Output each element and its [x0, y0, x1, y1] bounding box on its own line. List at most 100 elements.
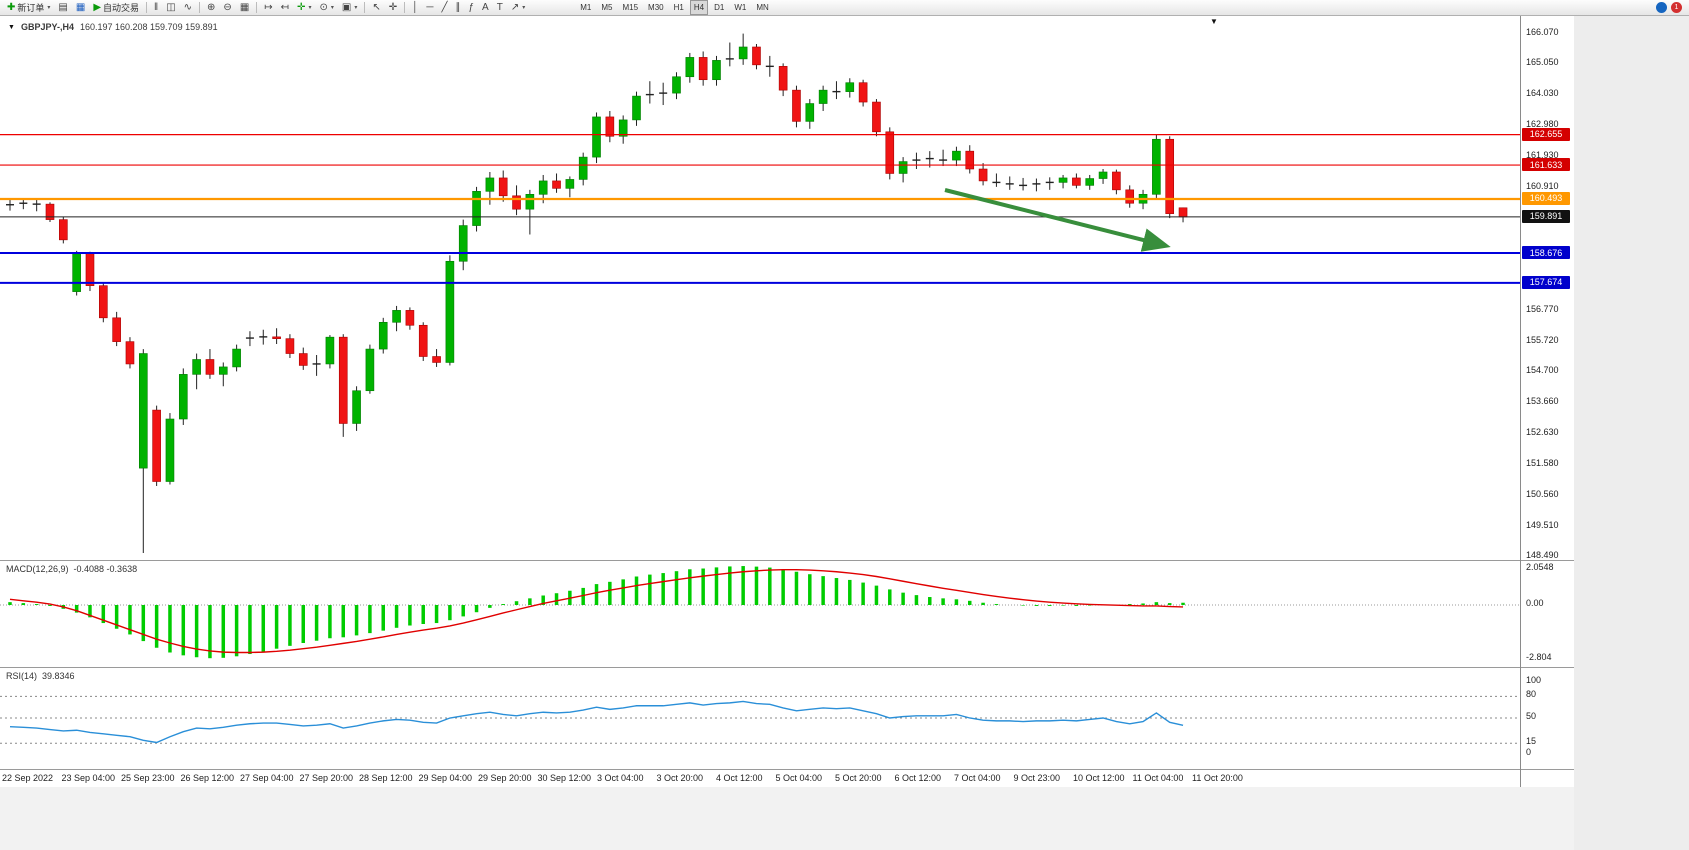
time-axis-label: 3 Oct 04:00: [597, 773, 644, 783]
bull-candle: [578, 156, 588, 180]
window-background: [0, 787, 1574, 850]
bull-candle: [805, 103, 815, 122]
macd-panel[interactable]: MACD(12,26,9) -0.4088 -0.3638: [0, 560, 1574, 667]
candlestick-chart-button[interactable]: ◫: [162, 0, 179, 16]
bear-candle: [885, 131, 895, 174]
bear-candle: [405, 310, 415, 326]
caret-down-icon: ▾: [354, 5, 358, 11]
time-axis: 22 Sep 2022 23 Sep 04:00 25 Sep 23:00 26 Se…: [0, 769, 1574, 787]
new-order-button[interactable]: ✚ 新订单 ▾: [3, 0, 54, 16]
bear-candle: [418, 324, 428, 357]
macd-chart[interactable]: [0, 561, 1520, 668]
channel-icon: ∥: [455, 1, 461, 13]
candlestick-chart[interactable]: [0, 16, 1520, 560]
bear-candle: [1072, 177, 1081, 186]
community-icon[interactable]: [1656, 2, 1667, 13]
macd-axis-label: 2.0548: [1526, 562, 1554, 572]
line-chart-button[interactable]: ∿: [180, 0, 196, 16]
macd-axis-label: -2.804: [1526, 652, 1552, 662]
macd-label: MACD(12,26,9) -0.4088 -0.3638: [6, 564, 138, 574]
chart-window-button[interactable]: ▤: [54, 0, 71, 16]
line-chart-icon: ∿: [183, 1, 193, 13]
chart-shift-button[interactable]: ↤: [277, 0, 293, 16]
timeframe-h4[interactable]: H4: [689, 0, 709, 15]
cursor-button[interactable]: ↖: [368, 0, 384, 16]
autotrade-button[interactable]: ▶ 自动交易: [89, 0, 143, 16]
fibonacci-icon: ƒ: [468, 1, 475, 13]
periods-button[interactable]: ⊙ ▾: [315, 0, 337, 16]
bull-candle: [685, 57, 695, 78]
price-axis-label: 149.510: [1526, 519, 1559, 530]
toolbar-separator: [364, 2, 366, 13]
fibonacci-button[interactable]: ƒ: [464, 0, 478, 16]
bear-candle: [698, 57, 708, 81]
chart-window-icon: ▤: [58, 1, 68, 13]
channel-button[interactable]: ∥: [451, 0, 464, 16]
indicators-plus-icon: ✛: [297, 1, 306, 13]
auto-scroll-icon: ↦: [264, 1, 273, 13]
bear-candle: [112, 317, 121, 342]
rsi-panel[interactable]: RSI(14) 39.8346: [0, 667, 1574, 769]
crosshair-icon: ✛: [388, 1, 398, 13]
timeframe-d1[interactable]: D1: [714, 3, 725, 12]
arrows-button[interactable]: ↗ ▾: [507, 0, 529, 16]
price-tag: 159.891: [1522, 209, 1570, 223]
indicators-button[interactable]: ✛ ▾: [293, 0, 315, 16]
candlestick-icon: ◫: [166, 1, 176, 13]
bear-candle: [752, 46, 761, 66]
bear-candle: [1178, 207, 1188, 218]
profiles-button[interactable]: ▦: [72, 0, 89, 16]
main-chart-panel[interactable]: ▼ GBPJPY-,H4 160.197 160.208 159.709 159…: [0, 16, 1574, 560]
macd-signal-line: [9, 568, 1184, 654]
templates-button[interactable]: ▣ ▾: [338, 0, 361, 16]
price-tag: 161.633: [1522, 158, 1570, 172]
time-axis-label: 9 Oct 23:00: [1013, 773, 1061, 783]
price-axis-label: 154.700: [1526, 365, 1559, 376]
price-axis-label: 153.660: [1526, 396, 1559, 407]
bull-candle: [178, 374, 188, 420]
bull-candle: [365, 348, 375, 392]
rsi-chart[interactable]: [0, 668, 1520, 770]
chart-shift-marker-icon: ▼: [1210, 17, 1218, 26]
price-axis: 166.070 165.050 164.030 162.980 161.930 160.9…: [1520, 16, 1689, 787]
time-axis-label: 28 Sep 12:00: [359, 773, 413, 783]
timeframe-w1[interactable]: W1: [734, 3, 747, 12]
timeframe-h1[interactable]: H1: [673, 3, 684, 12]
bull-candle: [218, 366, 228, 375]
zoom-in-button[interactable]: ⊕: [203, 0, 219, 16]
tile-windows-button[interactable]: ▦: [236, 0, 253, 16]
horizontal-line-button[interactable]: ─: [422, 0, 437, 16]
profiles-icon: ▦: [75, 1, 86, 13]
trend-arrow-annotation[interactable]: [944, 188, 1171, 252]
time-axis-label: 29 Sep 20:00: [478, 773, 532, 783]
timeframe-mn[interactable]: MN: [756, 3, 769, 12]
timeframe-m1[interactable]: M1: [580, 3, 592, 12]
price-axis-label: 166.070: [1526, 27, 1559, 37]
text-label-button[interactable]: T: [493, 0, 507, 16]
text-button[interactable]: A: [478, 0, 493, 16]
trendline-button[interactable]: ╱: [437, 0, 451, 16]
toolbar-separator: [146, 2, 148, 13]
bull-candle: [632, 95, 641, 121]
timeframe-m5[interactable]: M5: [601, 3, 613, 12]
price-axis-label: 165.050: [1526, 57, 1559, 68]
caret-down-icon: ▾: [308, 5, 312, 11]
price-tag: 160.493: [1522, 191, 1570, 205]
bear-candle: [1112, 171, 1121, 191]
text-icon: A: [482, 1, 489, 13]
zoom-out-button[interactable]: ⊖: [219, 0, 235, 16]
vertical-line-button[interactable]: │: [408, 0, 422, 16]
crosshair-button[interactable]: ✛: [385, 0, 401, 16]
notification-badge[interactable]: 1: [1671, 2, 1682, 13]
toolbar-right: 1: [1656, 2, 1686, 13]
bar-chart-button[interactable]: ‖: [150, 0, 162, 16]
vertical-line-icon: │: [412, 1, 419, 13]
bear-candle: [552, 180, 561, 189]
timeframe-m15[interactable]: M15: [622, 3, 639, 12]
timeframe-m30[interactable]: M30: [648, 3, 664, 12]
bear-candle: [978, 168, 988, 182]
toolbar-separator: [256, 2, 258, 13]
auto-scroll-button[interactable]: ↦: [260, 0, 276, 16]
arrow-object-icon: ↗: [510, 1, 520, 13]
bear-candle: [285, 338, 295, 354]
